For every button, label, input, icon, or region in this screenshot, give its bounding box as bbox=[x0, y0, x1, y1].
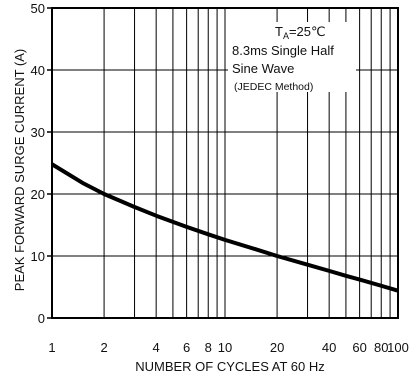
x-tick-label: 100 bbox=[387, 340, 409, 355]
y-tick-label: 40 bbox=[31, 63, 45, 78]
annotation-line-2: 8.3ms Single Half bbox=[232, 43, 334, 58]
x-tick-label: 4 bbox=[153, 340, 160, 355]
annotation-line-4: (JEDEC Method) bbox=[234, 81, 313, 93]
y-tick-labels: 0 10 20 30 40 50 bbox=[31, 1, 52, 326]
annotation-box: TA=25℃ 8.3ms Single Half Sine Wave (JEDE… bbox=[228, 22, 356, 93]
x-tick-label: 1 bbox=[48, 340, 55, 355]
annotation-ta: TA=25℃ bbox=[275, 24, 326, 41]
y-tick-label: 20 bbox=[31, 187, 45, 202]
y-tick-label: 50 bbox=[31, 1, 45, 16]
annotation-background bbox=[228, 22, 356, 92]
y-tick-label: 10 bbox=[31, 249, 45, 264]
x-axis-label: NUMBER OF CYCLES AT 60 Hz bbox=[135, 359, 325, 374]
x-tick-label: 10 bbox=[218, 340, 232, 355]
x-tick-label: 60 bbox=[352, 340, 366, 355]
x-tick-label: 40 bbox=[322, 340, 336, 355]
x-tick-label: 80 bbox=[374, 340, 388, 355]
plot-frame bbox=[51, 7, 399, 319]
x-tick-label: 6 bbox=[183, 340, 190, 355]
x-tick-label: 8 bbox=[205, 340, 212, 355]
x-tick-label: 2 bbox=[100, 340, 107, 355]
y-tick-label: 0 bbox=[38, 311, 45, 326]
y-axis-label: PEAK FORWARD SURGE CURRENT (A) bbox=[12, 49, 27, 291]
series-layer bbox=[50, 162, 399, 293]
surge-current-curve bbox=[50, 162, 399, 293]
x-tick-label: 20 bbox=[270, 340, 284, 355]
annotation-line-3: Sine Wave bbox=[232, 61, 294, 76]
y-tick-label: 30 bbox=[31, 125, 45, 140]
